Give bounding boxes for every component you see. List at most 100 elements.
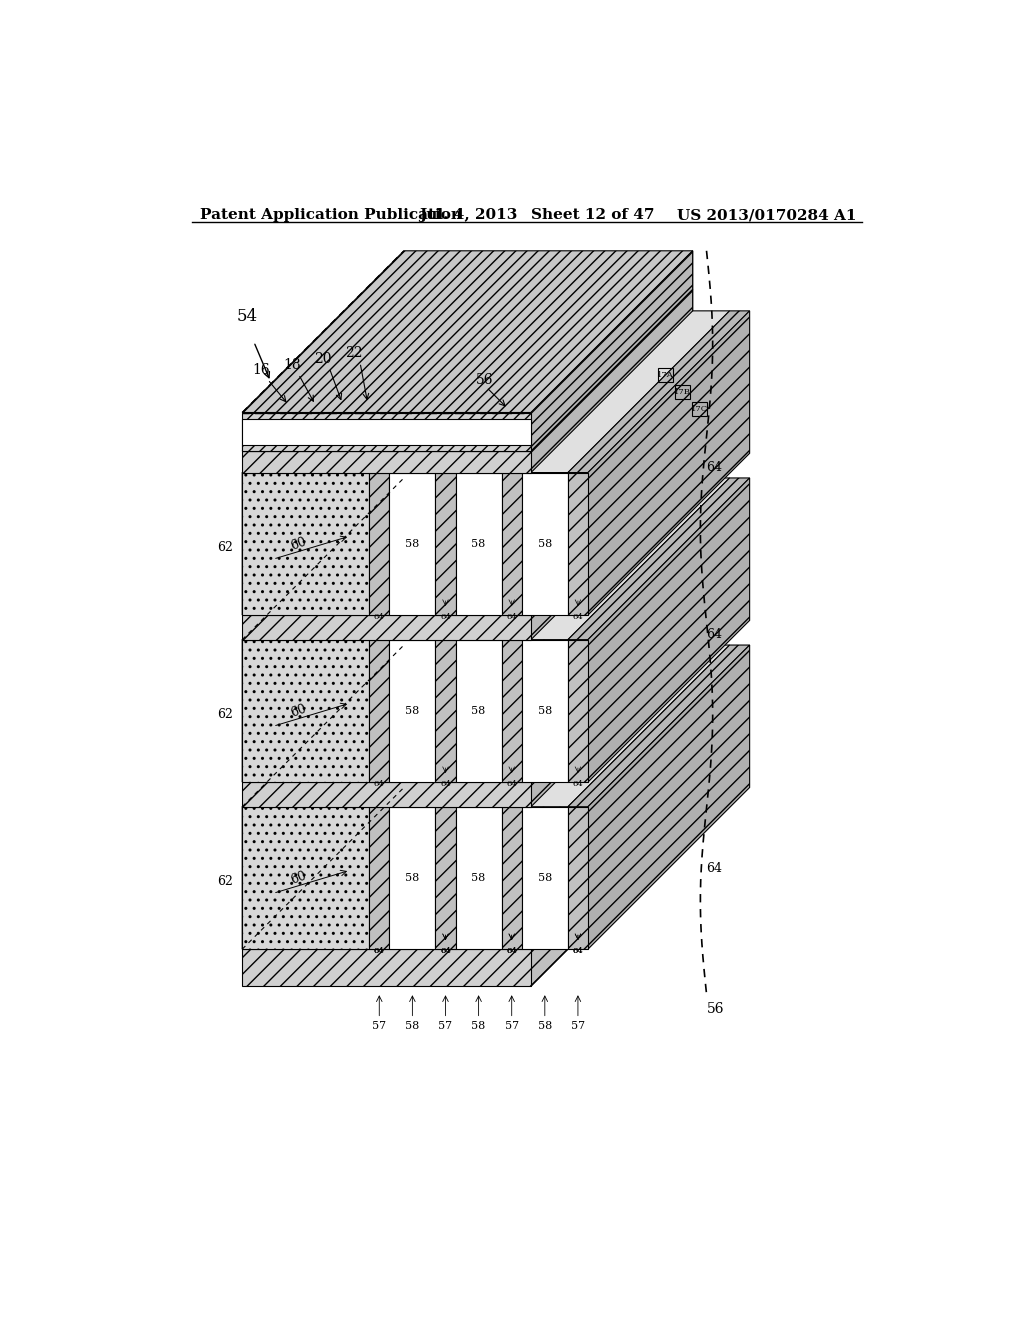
Text: 60: 60	[289, 702, 308, 719]
Polygon shape	[502, 645, 683, 807]
Polygon shape	[435, 478, 617, 640]
Polygon shape	[370, 312, 551, 473]
Polygon shape	[243, 312, 531, 473]
Text: 18: 18	[284, 358, 301, 372]
Polygon shape	[243, 949, 531, 986]
Polygon shape	[521, 312, 730, 473]
Text: 64: 64	[374, 780, 385, 788]
Polygon shape	[243, 453, 692, 615]
Text: 64: 64	[440, 612, 451, 620]
Text: 64: 64	[572, 780, 584, 788]
Polygon shape	[243, 478, 403, 781]
Text: 58: 58	[538, 873, 552, 883]
Polygon shape	[370, 478, 551, 640]
Text: 58: 58	[406, 873, 420, 883]
Polygon shape	[243, 478, 531, 640]
Bar	[658, 368, 674, 381]
Polygon shape	[243, 620, 692, 781]
Polygon shape	[389, 645, 597, 807]
Text: 58: 58	[406, 539, 420, 549]
Polygon shape	[521, 478, 730, 640]
Polygon shape	[568, 645, 750, 807]
Text: 64: 64	[374, 612, 385, 620]
Text: 57: 57	[372, 1022, 386, 1031]
Polygon shape	[243, 412, 531, 451]
Text: 62: 62	[217, 541, 233, 554]
Polygon shape	[521, 645, 730, 807]
Text: 56: 56	[476, 374, 494, 387]
Polygon shape	[389, 478, 597, 640]
Polygon shape	[531, 788, 692, 986]
Text: US 2013/0170284 A1: US 2013/0170284 A1	[677, 209, 857, 223]
Polygon shape	[502, 478, 683, 640]
Text: 58: 58	[406, 1022, 420, 1031]
Polygon shape	[243, 788, 692, 949]
Text: 16: 16	[253, 363, 270, 378]
Text: 62: 62	[217, 875, 233, 888]
Text: 17A: 17A	[657, 371, 674, 379]
Polygon shape	[568, 478, 750, 640]
Text: 64: 64	[374, 946, 385, 954]
Text: 64: 64	[506, 612, 517, 620]
Polygon shape	[243, 451, 531, 473]
Polygon shape	[389, 312, 597, 473]
Polygon shape	[531, 251, 692, 451]
Polygon shape	[243, 640, 370, 781]
Text: 54: 54	[237, 308, 258, 325]
Polygon shape	[502, 312, 683, 473]
Polygon shape	[531, 251, 692, 986]
Polygon shape	[502, 640, 521, 781]
Polygon shape	[243, 251, 692, 412]
Text: 17C: 17C	[691, 405, 709, 413]
Polygon shape	[521, 640, 568, 781]
Text: 58: 58	[406, 706, 420, 715]
Text: 60: 60	[289, 535, 308, 553]
Polygon shape	[568, 640, 588, 781]
Polygon shape	[456, 807, 502, 949]
Polygon shape	[521, 473, 568, 615]
Text: 58: 58	[471, 873, 485, 883]
Polygon shape	[389, 473, 435, 615]
Text: 64: 64	[506, 946, 517, 954]
Polygon shape	[435, 312, 617, 473]
Polygon shape	[568, 473, 588, 615]
Polygon shape	[456, 645, 664, 807]
Polygon shape	[389, 640, 435, 781]
Text: 64: 64	[374, 946, 385, 954]
Polygon shape	[531, 453, 692, 640]
Text: 64: 64	[440, 946, 451, 954]
Polygon shape	[502, 473, 521, 615]
Polygon shape	[502, 807, 521, 949]
Text: 56: 56	[707, 1002, 725, 1016]
Text: 64: 64	[506, 946, 517, 954]
Text: 64: 64	[572, 612, 584, 620]
Polygon shape	[588, 645, 750, 949]
Polygon shape	[456, 473, 502, 615]
Polygon shape	[243, 807, 370, 949]
Text: 20: 20	[314, 351, 332, 366]
Polygon shape	[456, 312, 664, 473]
Polygon shape	[243, 473, 370, 615]
Text: 58: 58	[538, 706, 552, 715]
Text: 64: 64	[440, 780, 451, 788]
Text: 58: 58	[538, 539, 552, 549]
Polygon shape	[243, 645, 403, 949]
Polygon shape	[370, 645, 551, 807]
Polygon shape	[243, 645, 531, 807]
Bar	[675, 385, 690, 399]
Polygon shape	[435, 645, 617, 807]
Text: 64: 64	[506, 780, 517, 788]
Polygon shape	[588, 312, 750, 615]
Text: 22: 22	[345, 346, 362, 360]
Text: 58: 58	[471, 539, 485, 549]
Text: 57: 57	[505, 1022, 519, 1031]
Polygon shape	[370, 640, 389, 781]
Polygon shape	[435, 640, 456, 781]
Polygon shape	[370, 807, 389, 949]
Text: 58: 58	[538, 1022, 552, 1031]
Polygon shape	[243, 781, 531, 807]
Text: 64: 64	[440, 946, 451, 954]
Text: Sheet 12 of 47: Sheet 12 of 47	[531, 209, 654, 223]
Polygon shape	[531, 620, 692, 807]
Text: 57: 57	[438, 1022, 453, 1031]
